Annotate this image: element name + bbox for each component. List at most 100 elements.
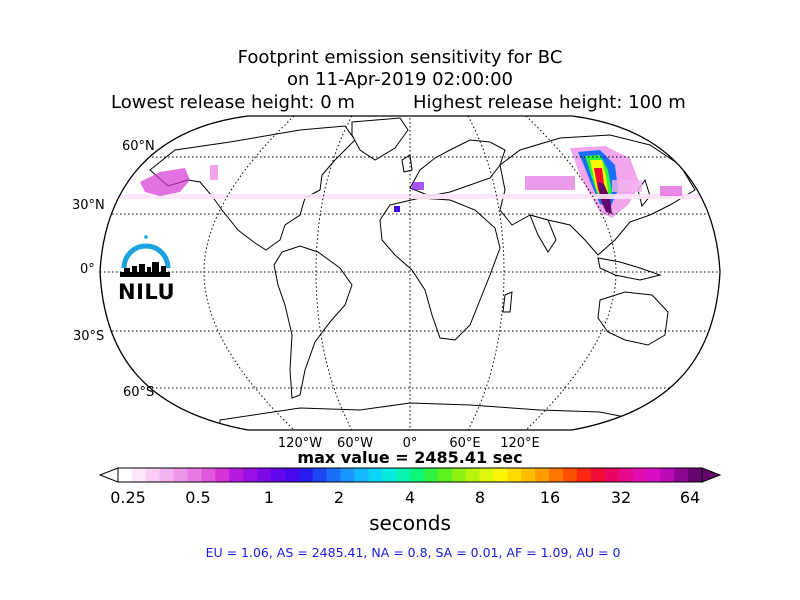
lat-label-60n: 60°N (122, 139, 155, 154)
greenland-outline (351, 117, 409, 161)
logo-arc (121, 243, 171, 269)
indonesia-outline (597, 257, 662, 281)
plume-west-coast (210, 165, 218, 180)
colorbar-swatch (354, 468, 369, 482)
plume-europe (412, 182, 424, 190)
colorbar-tick-7: 32 (610, 488, 632, 507)
colorbar-swatch (604, 468, 620, 482)
colorbar-tick-5: 8 (474, 488, 486, 507)
colorbar-swatch (562, 468, 578, 482)
colorbar-min-extend (98, 467, 119, 483)
lowest-release-height: Lowest release height: 0 m (111, 92, 355, 113)
colorbar-swatch (270, 468, 286, 482)
plume-east-asia (612, 180, 642, 192)
europe-outline (409, 139, 506, 197)
colorbar-swatch (660, 468, 675, 482)
colorbar-swatch (257, 468, 272, 482)
africa-outline (379, 197, 501, 341)
colorbar-swatch (576, 468, 592, 482)
colorbar-frame (117, 467, 703, 483)
colorbar (98, 467, 722, 483)
title-line-2: on 11-Apr-2019 02:00:00 (286, 69, 513, 90)
colorbar-swatch (410, 468, 425, 482)
lon-label-120w: 120°W (277, 436, 323, 451)
colorbar-swatch (632, 468, 647, 482)
plume-north-pacific (140, 168, 190, 196)
colorbar-swatch (131, 468, 147, 482)
logo-text: NILU (118, 280, 176, 304)
lon-label-60w: 60°W (337, 436, 373, 451)
colorbar-max-extend (701, 467, 722, 483)
lon-label-60e: 60°E (449, 436, 481, 451)
max-value: max value = 2485.41 sec (297, 448, 523, 467)
colorbar-tick-6: 16 (539, 488, 561, 507)
colorbar-swatch (549, 468, 564, 482)
colorbar-swatch (326, 468, 341, 482)
india-outline (529, 214, 557, 253)
colorbar-swatch (201, 468, 216, 482)
lon-line-120e (525, 116, 617, 430)
madagascar-outline (502, 291, 513, 313)
antarctica-outline (219, 402, 641, 430)
colorbar-swatch (465, 468, 481, 482)
colorbar-swatch (118, 468, 133, 482)
colorbar-tick-2: 1 (263, 488, 275, 507)
colorbar-swatch (688, 468, 703, 482)
lat-label-30n: 30°N (72, 198, 105, 213)
colorbar-swatch (451, 468, 467, 482)
colorbar-swatch (646, 468, 661, 482)
colorbar-swatch (312, 468, 328, 482)
region-stats: EU = 1.06, AS = 2485.41, NA = 0.8, SA = … (205, 545, 621, 560)
nilu-logo (120, 235, 171, 277)
colorbar-swatch (618, 468, 633, 482)
sensitivity-field (110, 146, 720, 218)
colorbar-swatch (423, 468, 439, 482)
colorbar-swatch (187, 468, 202, 482)
colorbar-swatch (479, 468, 494, 482)
colorbar-tick-4: 4 (404, 488, 416, 507)
lat-label-0: 0° (80, 262, 95, 277)
colorbar-swatch (340, 468, 355, 482)
highest-release-height: Highest release height: 100 m (413, 92, 686, 113)
lon-label-120e: 120°E (500, 436, 540, 451)
colorbar-swatch (535, 468, 550, 482)
lon-label-0: 0° (402, 436, 418, 451)
colorbar-tick-1: 0.5 (185, 488, 211, 507)
lat-label-60s: 60°S (123, 385, 155, 400)
colorbar-swatch (590, 468, 606, 482)
lat-label-30s: 30°S (73, 329, 105, 344)
colorbar-swatch (493, 468, 508, 482)
logo-skyline (120, 262, 170, 277)
graticule (100, 116, 720, 430)
plume-central-asia (525, 176, 575, 190)
colorbar-swatch (159, 468, 175, 482)
lon-line-60w (315, 116, 353, 430)
colorbar-swatch (437, 468, 453, 482)
colorbar-tick-8: 64 (679, 488, 701, 507)
lon-line-60e (467, 116, 505, 430)
colorbar-tick-3: 2 (333, 488, 345, 507)
australia-outline (597, 291, 669, 346)
colorbar-units: seconds (369, 511, 451, 535)
title-line-1: Footprint emission sensitivity for BC (237, 47, 563, 68)
map-boundary (99, 115, 721, 431)
south-america-outline (273, 245, 353, 399)
plume-far-east (660, 186, 682, 196)
colorbar-swatch (382, 468, 397, 482)
colorbar-swatch (368, 468, 383, 482)
colorbar-tick-0: 0.25 (110, 488, 146, 507)
colorbar-swatch (507, 468, 522, 482)
map-content (100, 116, 720, 430)
colorbar-swatch (396, 468, 411, 482)
colorbar-swatch (173, 468, 189, 482)
coastlines (149, 117, 696, 430)
colorbar-swatch (521, 468, 536, 482)
colorbar-swatch (229, 468, 244, 482)
lon-line-120w (203, 116, 295, 430)
colorbar-swatch (145, 468, 161, 482)
colorbar-swatch (298, 468, 314, 482)
colorbar-swatch (284, 468, 300, 482)
plume-pacific-band (110, 194, 720, 199)
colorbar-swatch (215, 468, 230, 482)
